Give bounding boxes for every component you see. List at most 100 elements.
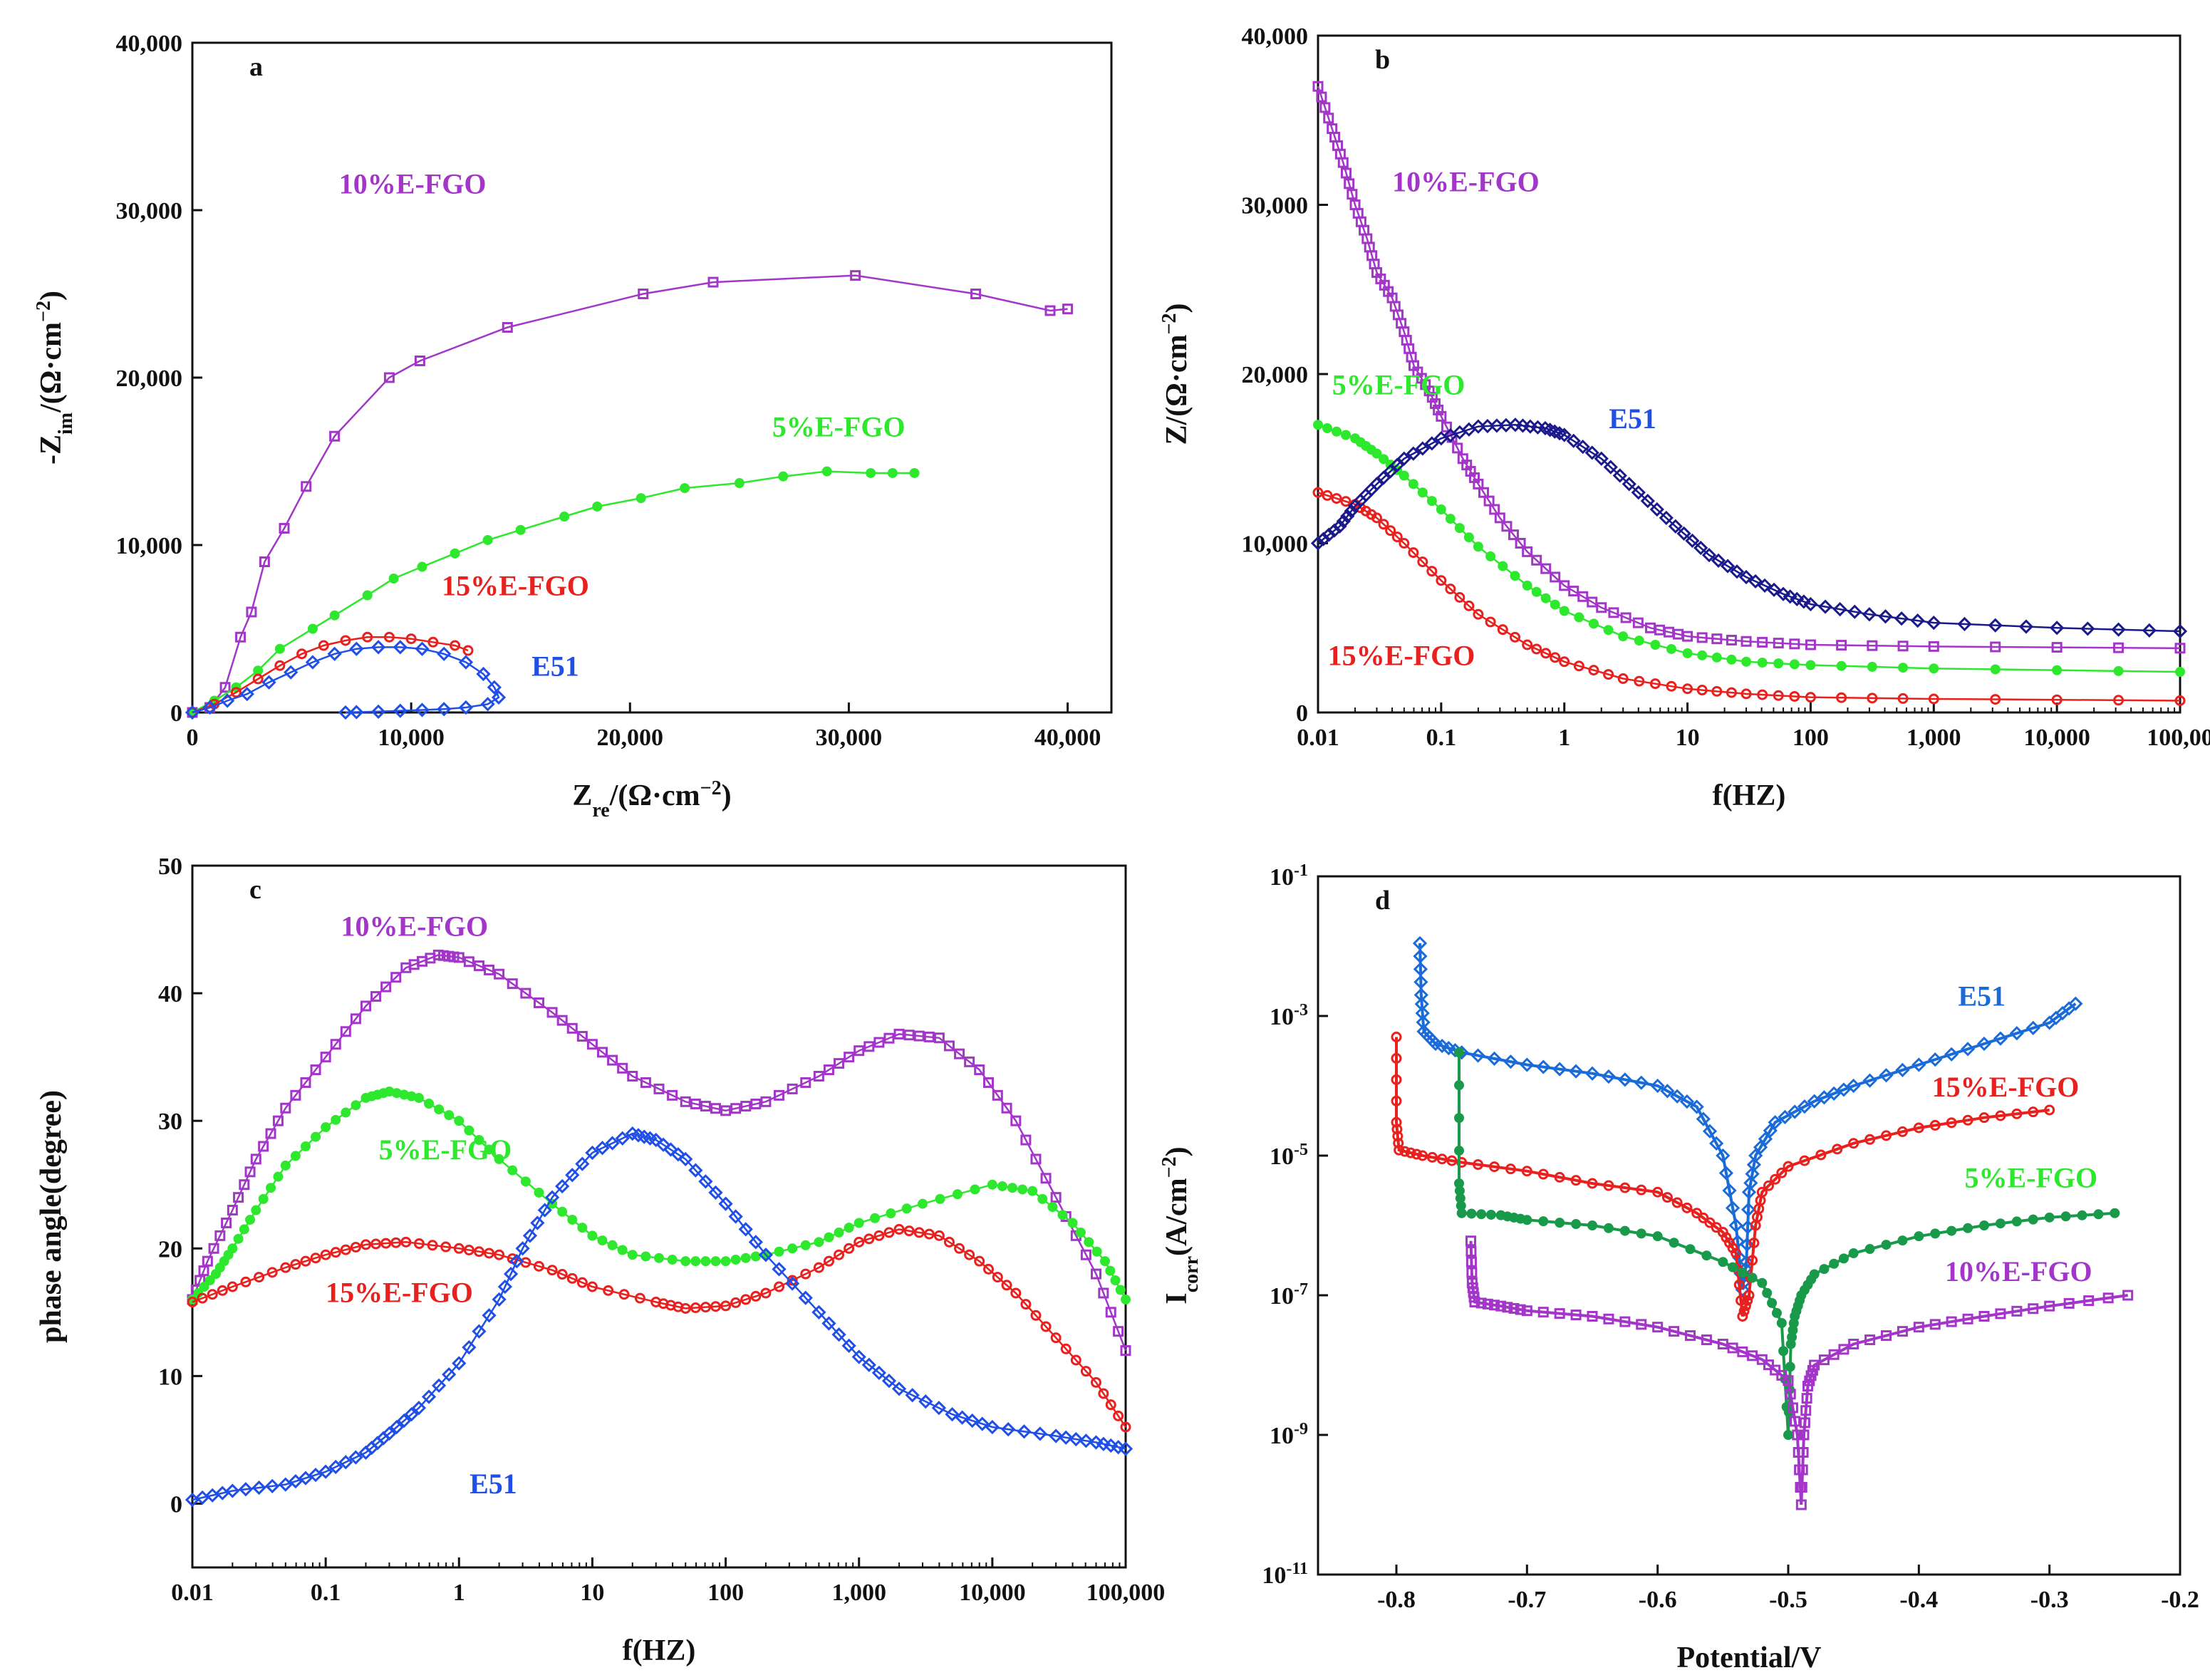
data-point: [854, 1218, 864, 1228]
x-tick-label: 10: [580, 1580, 604, 1606]
data-point: [320, 1052, 331, 1063]
data-point: [760, 1287, 772, 1299]
data-point: [893, 1223, 905, 1235]
x-tick-label: 1,000: [1906, 725, 1961, 751]
data-point: [1776, 1167, 1788, 1178]
y-tick-label: 10-3: [1270, 1001, 1308, 1030]
data-point: [834, 1058, 845, 1069]
data-point: [290, 1089, 301, 1101]
data-point: [1037, 1193, 1048, 1204]
data-point: [487, 680, 502, 695]
x-tick-label: 1,000: [831, 1580, 886, 1606]
series-annotation: E51: [1609, 403, 1656, 435]
data-point: [2174, 695, 2186, 706]
data-point: [1332, 426, 1342, 437]
data-point: [1047, 1202, 1058, 1213]
data-point: [1789, 638, 1800, 650]
data-point: [1417, 1150, 1428, 1161]
data-point: [1424, 436, 1439, 451]
data-point: [370, 1238, 382, 1250]
series-annotation: 10%E-FGO: [1392, 166, 1540, 198]
data-point: [974, 1064, 985, 1076]
data-point: [1030, 1310, 1042, 1321]
y-tick-label: 20,000: [116, 365, 183, 392]
data-point: [708, 1185, 723, 1201]
series-e51: [185, 1126, 1133, 1508]
data-point: [1385, 525, 1396, 536]
x-tick-label: 30,000: [816, 725, 883, 751]
data-point: [1926, 616, 1941, 631]
data-point: [258, 1193, 269, 1204]
data-point: [730, 1103, 742, 1114]
data-point: [444, 1110, 455, 1121]
data-point: [1747, 1255, 1758, 1266]
data-point: [556, 1015, 568, 1026]
data-point: [634, 1292, 645, 1304]
y-tick-label: 0: [1296, 700, 1308, 727]
data-point: [1120, 1421, 1131, 1433]
data-point: [520, 1176, 531, 1187]
y-tick-label: 10-5: [1270, 1141, 1308, 1170]
data-point: [1001, 1422, 1016, 1437]
data-point: [627, 1250, 638, 1260]
data-point: [1696, 685, 1708, 696]
data-point: [653, 1083, 665, 1094]
data-point: [901, 1203, 912, 1214]
data-point: [800, 1268, 811, 1280]
data-point: [1446, 1155, 1458, 1166]
data-point: [1537, 1168, 1549, 1180]
y-tick-label: 10-11: [1262, 1560, 1308, 1589]
data-point: [265, 1478, 280, 1493]
data-point: [494, 968, 505, 980]
data-point: [1631, 485, 1646, 500]
data-point: [1836, 660, 1847, 671]
data-point: [1497, 624, 1508, 636]
data-point: [1848, 1338, 1859, 1349]
data-point: [690, 1098, 701, 1109]
data-point: [627, 1071, 638, 1082]
data-point: [1746, 1157, 1762, 1172]
data-point: [239, 687, 254, 702]
data-point: [1770, 1173, 1781, 1185]
data-point: [1805, 692, 1816, 703]
x-tick-label: 0.1: [311, 1580, 341, 1606]
data-point: [360, 1000, 371, 1012]
data-point: [1742, 1295, 1753, 1306]
data-point: [1671, 1197, 1683, 1208]
data-point: [1417, 556, 1428, 568]
x-tick-label: 10,000: [2023, 725, 2090, 751]
data-point: [955, 1410, 970, 1425]
data-point: [997, 1181, 1007, 1191]
data-point: [1489, 1300, 1500, 1311]
data-point: [370, 991, 382, 1002]
data-point: [415, 702, 430, 717]
data-point: [1740, 636, 1752, 647]
data-point: [785, 1276, 800, 1291]
data-point: [533, 997, 544, 1009]
data-point: [1508, 529, 1520, 541]
data-point: [1881, 1130, 1892, 1141]
data-point: [1473, 608, 1484, 620]
data-point: [411, 1401, 427, 1416]
series-line: [1317, 424, 2181, 673]
data-point: [1783, 1375, 1794, 1386]
data-point: [1426, 1151, 1438, 1163]
data-point: [565, 1168, 580, 1183]
data-point: [494, 1249, 505, 1260]
data-point: [1441, 421, 1452, 432]
data-point: [1473, 478, 1484, 489]
data-point: [1817, 1090, 1832, 1105]
data-point: [413, 1092, 424, 1103]
data-point: [787, 1083, 798, 1094]
data-point: [2113, 665, 2124, 676]
data-point: [1337, 157, 1349, 168]
data-point: [1809, 1269, 1820, 1280]
data-point: [720, 1105, 732, 1116]
data-point: [1489, 1161, 1500, 1173]
data-point: [1668, 519, 1683, 534]
data-point: [1463, 600, 1475, 611]
plot-frame: [191, 41, 1113, 714]
data-point: [1848, 1138, 1859, 1149]
data-point: [1017, 1424, 1032, 1439]
data-point: [831, 1327, 846, 1342]
